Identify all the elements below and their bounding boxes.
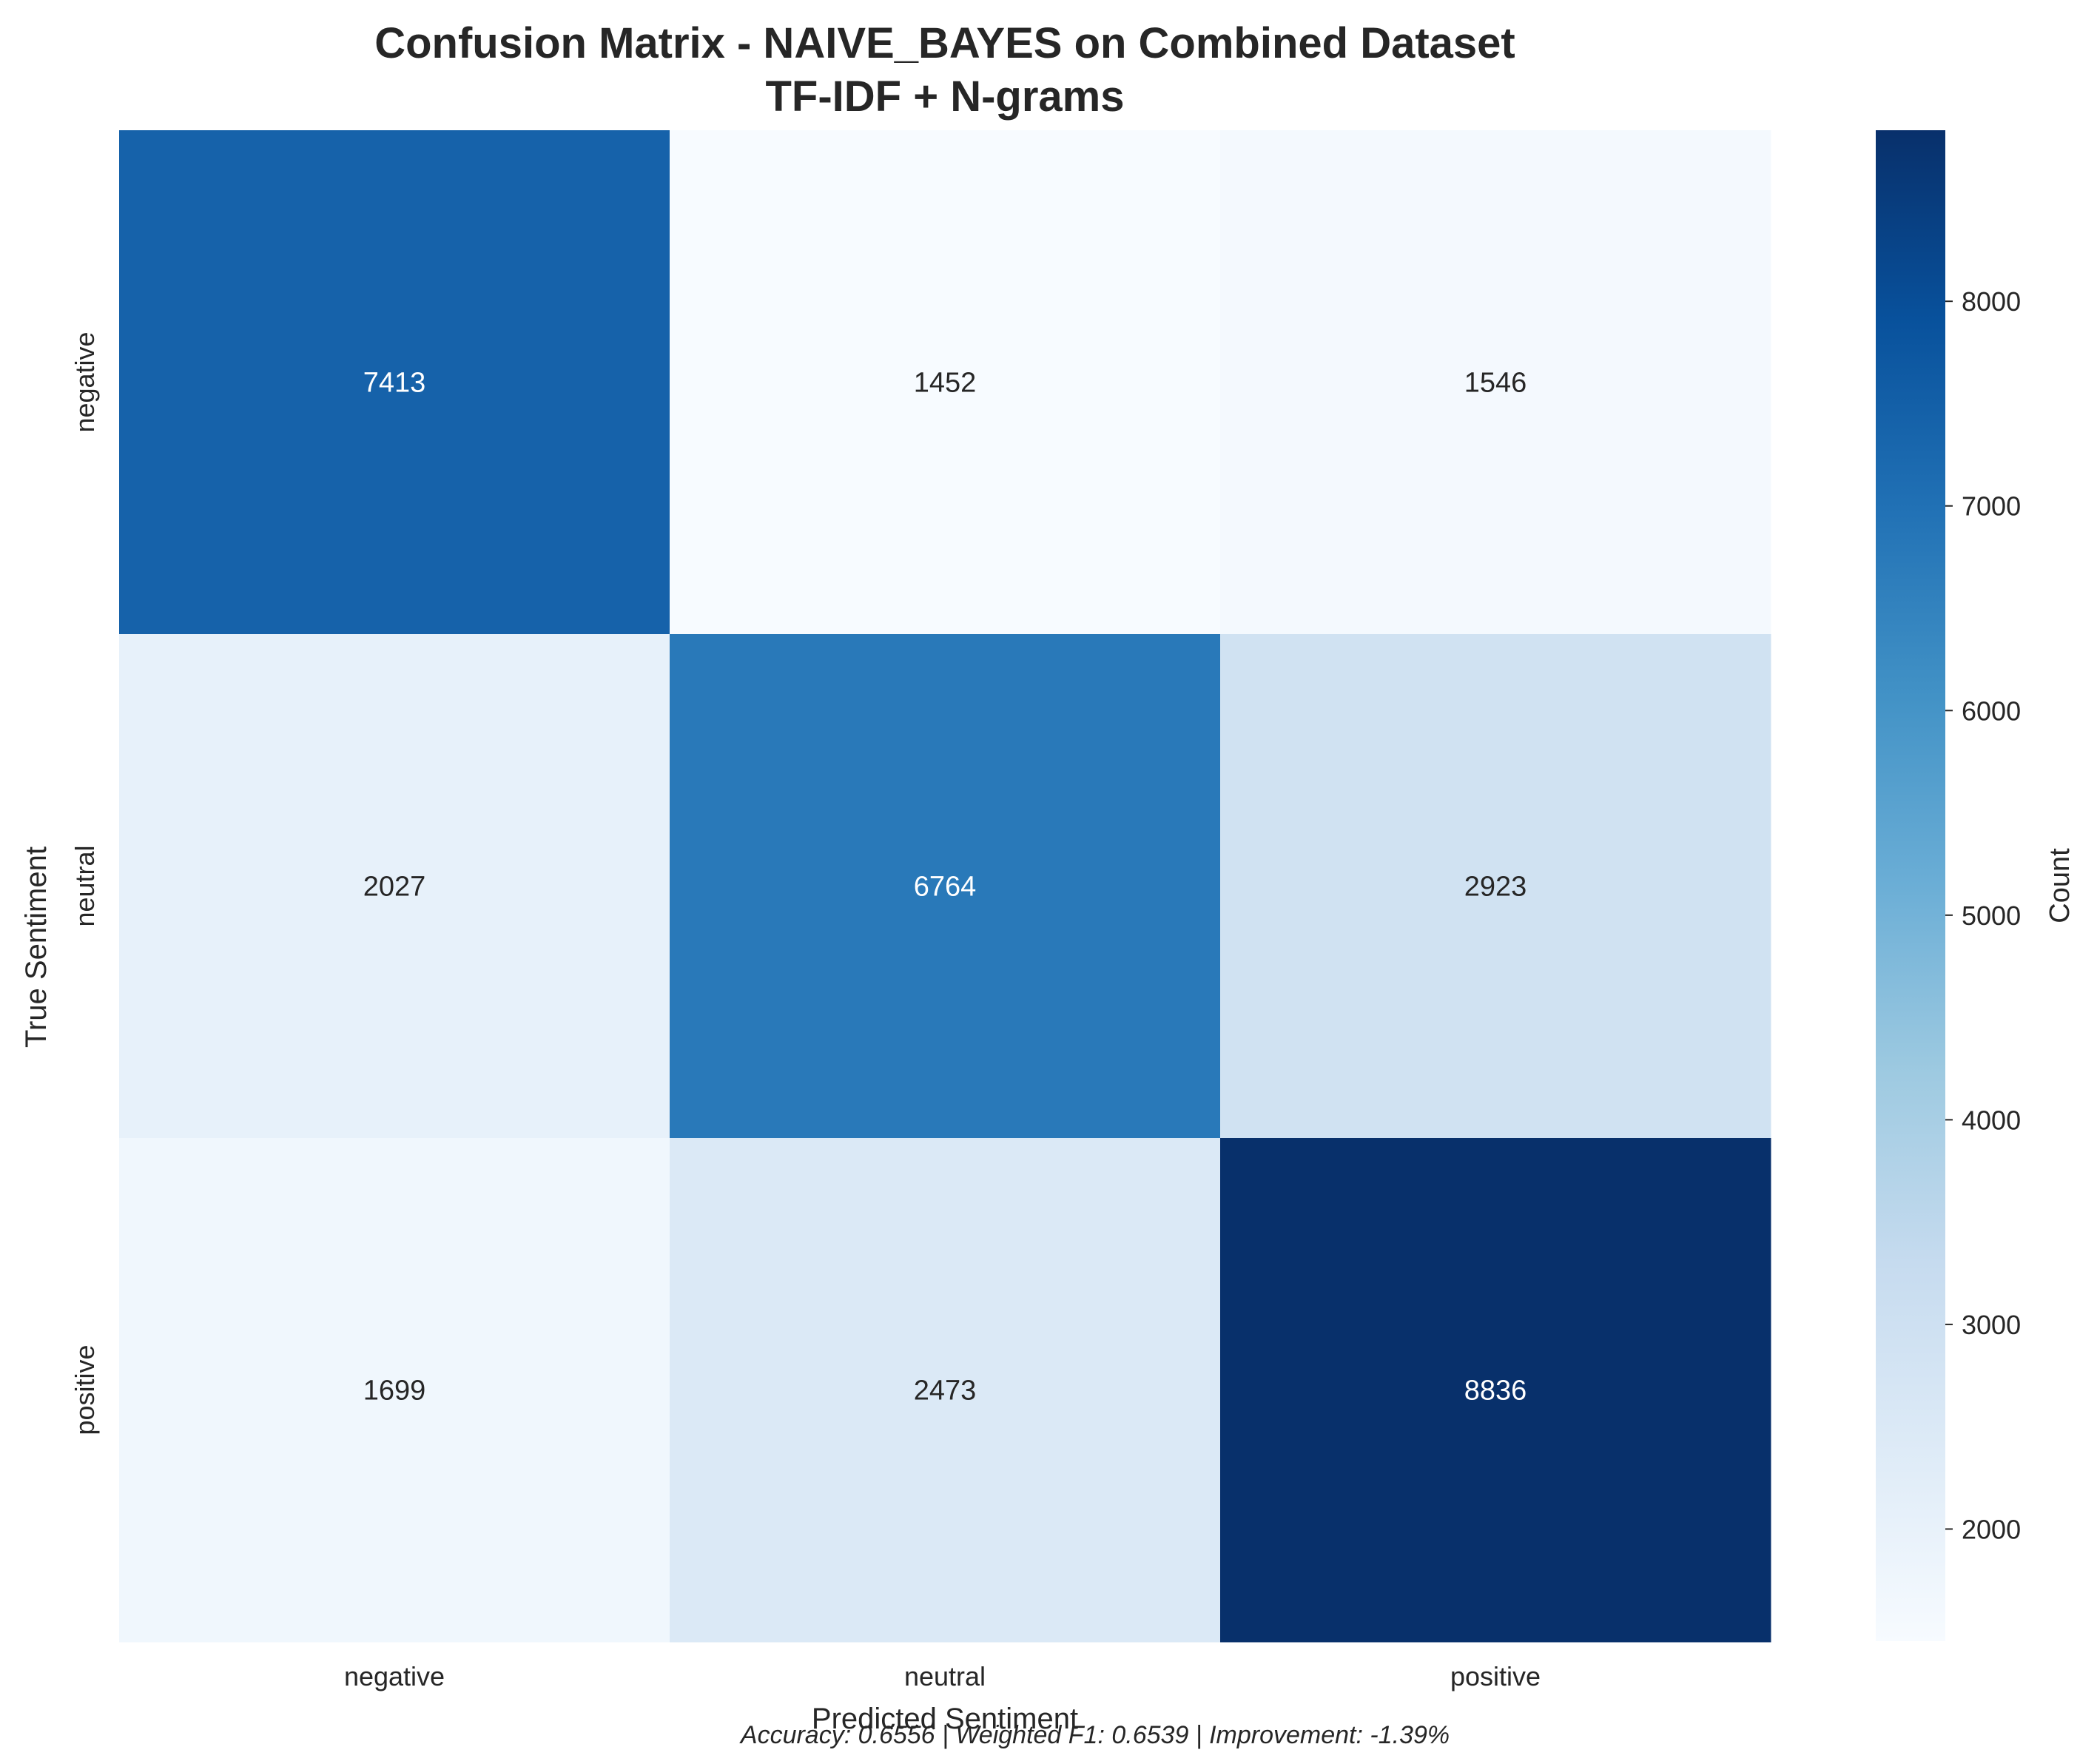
cell-value-label: 1452 xyxy=(914,368,977,399)
colorbar-tick-label: 5000 xyxy=(1962,900,2021,931)
y-axis-label: True Sentiment xyxy=(20,846,53,1048)
x-tick-labels: negative neutral positive xyxy=(344,1661,1541,1691)
y-tick-label: negative xyxy=(70,331,100,432)
heatmap-cell-labels: 7413 1452 1546 2027 6764 2923 1699 2473 8836 xyxy=(363,368,1527,1407)
colorbar-tick-label: 3000 xyxy=(1962,1310,2021,1340)
y-tick-labels: negative neutral positive xyxy=(70,331,100,1435)
heatmap-cell xyxy=(119,634,670,1139)
colorbar-tick-label: 6000 xyxy=(1962,696,2021,726)
metrics-footer: Accuracy: 0.6556 | Weighted F1: 0.6539 |… xyxy=(739,1721,1450,1749)
x-axis-label: Predicted Sentiment xyxy=(812,1703,1078,1735)
chart-subtitle: TF-IDF + N-grams xyxy=(766,73,1125,121)
heatmap-cell xyxy=(1220,130,1771,635)
cell-value-label: 8836 xyxy=(1464,1376,1527,1407)
cell-value-label: 6764 xyxy=(914,872,977,903)
y-tick-label: neutral xyxy=(70,845,100,926)
cell-value-label: 2027 xyxy=(363,872,426,903)
x-tick-label: positive xyxy=(1450,1661,1541,1691)
colorbar-gradient xyxy=(1876,130,1945,1641)
colorbar-tick-label: 8000 xyxy=(1962,286,2021,317)
heatmap-cell xyxy=(670,1138,1221,1643)
cell-value-label: 2923 xyxy=(1464,872,1527,903)
heatmap-cell xyxy=(670,634,1221,1139)
cell-value-label: 1699 xyxy=(363,1376,426,1407)
heatmap-cells xyxy=(119,130,1771,1643)
colorbar-ticks: 2000 3000 4000 5000 6000 7000 8000 xyxy=(1945,286,2021,1544)
heatmap-cell xyxy=(670,130,1221,635)
x-tick-label: neutral xyxy=(904,1661,986,1691)
heatmap-cell xyxy=(119,130,670,635)
cell-value-label: 2473 xyxy=(914,1376,977,1407)
colorbar-label: Count xyxy=(2044,848,2076,923)
colorbar-tick-label: 4000 xyxy=(1962,1105,2021,1135)
heatmap-cell xyxy=(1220,1138,1771,1643)
heatmap-cell xyxy=(1220,634,1771,1139)
cell-value-label: 1546 xyxy=(1464,368,1527,399)
chart-title: Confusion Matrix - NAIVE_BAYES on Combin… xyxy=(374,19,1515,67)
cell-value-label: 7413 xyxy=(363,368,426,399)
x-tick-label: negative xyxy=(344,1661,445,1691)
colorbar: 2000 3000 4000 5000 6000 7000 8000 Count xyxy=(1876,130,2076,1641)
colorbar-tick-label: 2000 xyxy=(1962,1514,2021,1544)
y-tick-label: positive xyxy=(70,1344,100,1435)
colorbar-tick-label: 7000 xyxy=(1962,491,2021,522)
heatmap-cell xyxy=(119,1138,670,1643)
